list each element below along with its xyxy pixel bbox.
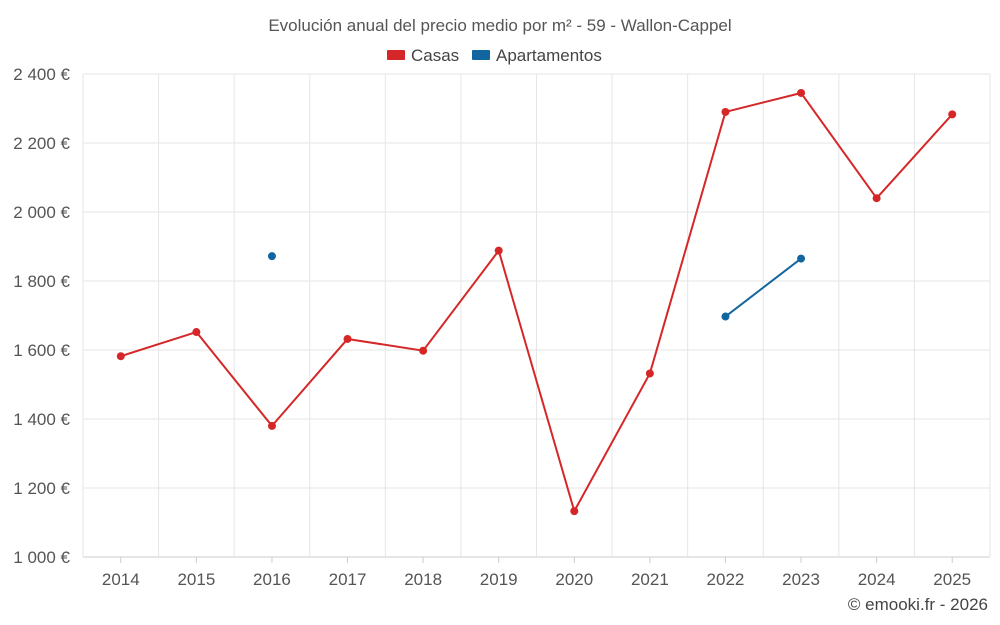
data-point-casas-2021[interactable] — [645, 369, 654, 378]
y-axis-ticks: 1 000 € 1 200 € 1 400 € 1 600 € 1 800 € 2 000… — [13, 65, 70, 567]
data-point-casas-2023[interactable] — [797, 88, 806, 97]
y-tick-label: 2 200 € — [13, 134, 70, 153]
data-point-apartamentos-2023[interactable] — [797, 254, 806, 263]
gridlines — [82, 73, 991, 558]
data-point-casas-2016[interactable] — [267, 421, 276, 430]
x-tick-label: 2015 — [177, 570, 215, 589]
x-tick-label: 2025 — [933, 570, 971, 589]
credit-text: © emooki.fr - 2026 — [848, 595, 988, 614]
series-line-apartamentos — [724, 257, 802, 318]
x-tick-label: 2021 — [631, 570, 669, 589]
x-tick-label: 2019 — [480, 570, 518, 589]
legend-swatch-casas — [387, 50, 405, 60]
chart-title: Evolución anual del precio medio por m² … — [268, 16, 731, 35]
data-point-casas-2019[interactable] — [494, 246, 503, 255]
legend-label-casas: Casas — [411, 46, 459, 65]
y-tick-label: 2 000 € — [13, 203, 70, 222]
y-tick-label: 1 800 € — [13, 272, 70, 291]
legend: Casas Apartamentos — [387, 46, 602, 65]
data-point-casas-2017[interactable] — [343, 334, 352, 343]
data-point-casas-2018[interactable] — [419, 346, 428, 355]
data-point-casas-2014[interactable] — [116, 352, 125, 361]
x-tick-label: 2016 — [253, 570, 291, 589]
data-point-casas-2025[interactable] — [948, 110, 957, 119]
legend-item-apartamentos[interactable]: Apartamentos — [472, 46, 602, 65]
legend-item-casas[interactable]: Casas — [387, 46, 459, 65]
series-line-casas — [120, 91, 953, 513]
y-tick-label: 1 400 € — [13, 410, 70, 429]
x-tick-label: 2014 — [102, 570, 140, 589]
legend-swatch-apartamentos — [472, 50, 490, 60]
x-tick-label: 2024 — [858, 570, 896, 589]
x-tick-label: 2018 — [404, 570, 442, 589]
data-point-apartamentos-2022[interactable] — [721, 312, 730, 321]
data-point-casas-2020[interactable] — [570, 507, 579, 516]
x-tick-label: 2022 — [707, 570, 745, 589]
x-tick-label: 2020 — [555, 570, 593, 589]
x-tick-label: 2023 — [782, 570, 820, 589]
y-tick-label: 1 600 € — [13, 341, 70, 360]
data-point-apartamentos-2016[interactable] — [267, 252, 276, 261]
y-tick-label: 2 400 € — [13, 65, 70, 84]
data-point-casas-2022[interactable] — [721, 107, 730, 116]
legend-label-apartamentos: Apartamentos — [496, 46, 602, 65]
x-tick-label: 2017 — [329, 570, 367, 589]
data-point-casas-2015[interactable] — [192, 328, 201, 337]
x-axis-ticks: 2014 2015 2016 2017 2018 2019 2020 2021 2022 2023… — [102, 557, 971, 589]
data-point-casas-2024[interactable] — [872, 194, 881, 203]
series-layer — [116, 88, 957, 516]
y-tick-label: 1 200 € — [13, 479, 70, 498]
y-tick-label: 1 000 € — [13, 548, 70, 567]
